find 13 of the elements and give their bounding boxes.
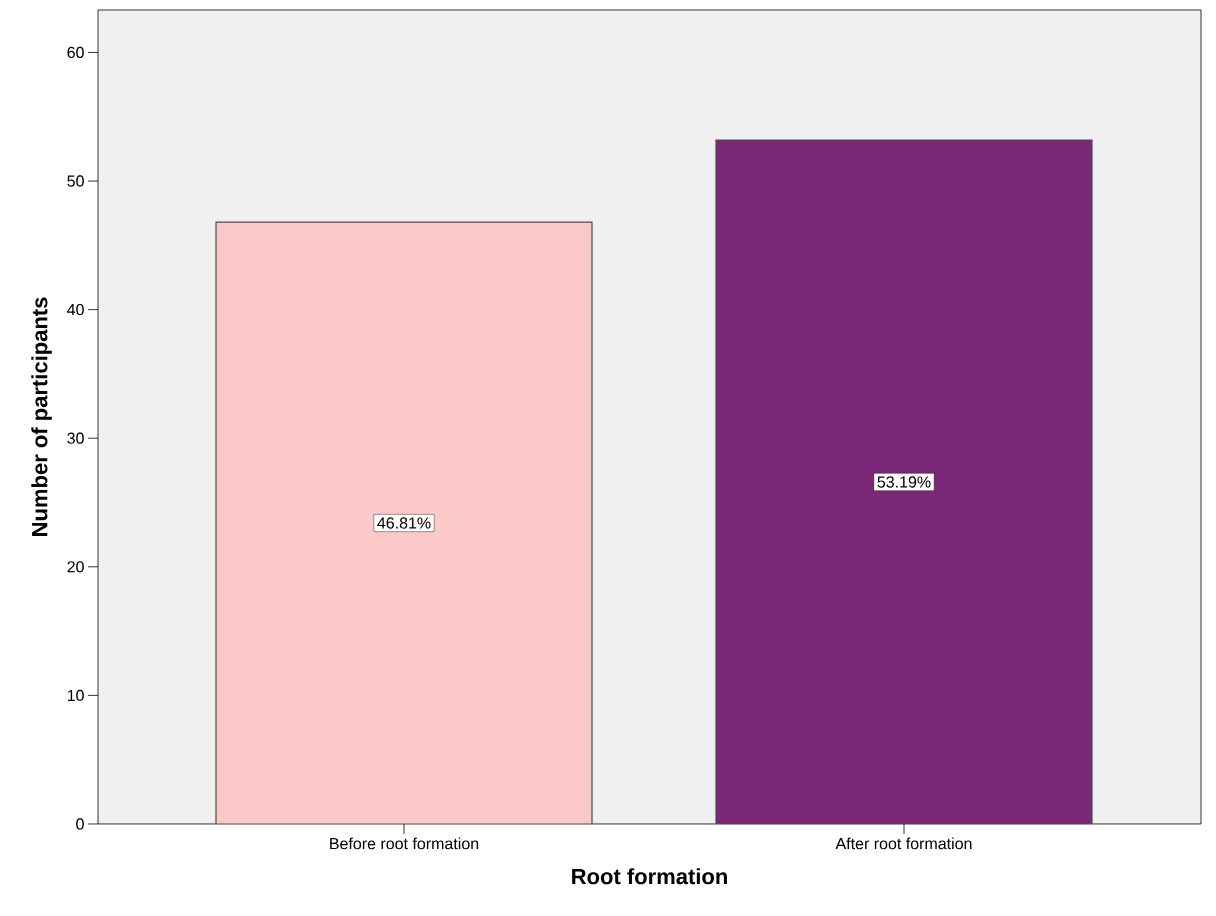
y-tick-label: 30 xyxy=(67,432,84,444)
y-tick-label: 20 xyxy=(67,561,84,573)
y-tick-label: 40 xyxy=(67,303,84,316)
data-label: 46.81% xyxy=(377,517,431,529)
y-axis-title: Number of participants xyxy=(31,297,52,536)
y-tick-label: 10 xyxy=(67,689,84,702)
x-tick-label: Before root formation xyxy=(330,837,479,850)
y-tick-label: 60 xyxy=(67,46,84,59)
x-tick-label: After root formation xyxy=(835,837,972,850)
y-tick-label: 0 xyxy=(76,818,84,830)
x-axis-title: Root formation xyxy=(572,868,727,885)
y-tick-label: 50 xyxy=(67,175,84,187)
data-label: 53.19% xyxy=(877,476,931,488)
